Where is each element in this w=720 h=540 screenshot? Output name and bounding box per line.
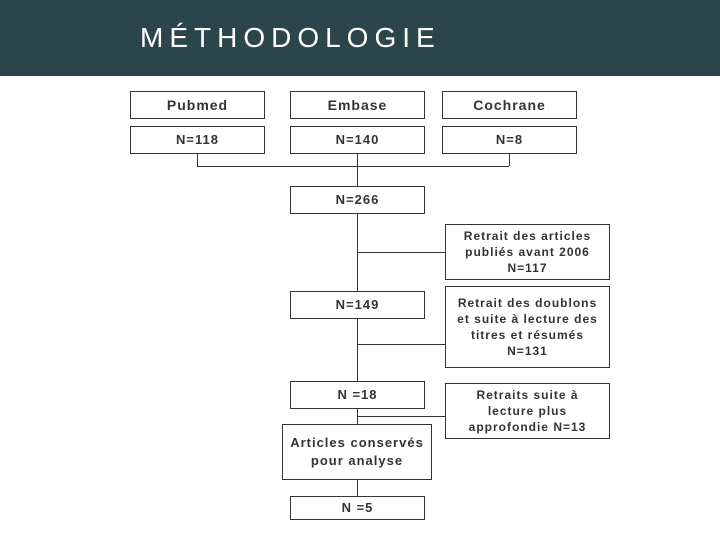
connector-line <box>509 154 510 166</box>
flow-node-side3: Retraits suite à lecture plus approfondi… <box>445 383 610 439</box>
flow-node-cochrane: Cochrane <box>442 91 577 119</box>
connector-line <box>357 480 358 496</box>
flow-node-n149: N=149 <box>290 291 425 319</box>
flow-node-n2: N=140 <box>290 126 425 154</box>
connector-line <box>357 344 445 345</box>
connector-line <box>357 154 358 186</box>
flow-node-n1: N=118 <box>130 126 265 154</box>
flowchart: Pubmed Embase Cochrane N=118 N=140 N=8 N=266 Re… <box>0 76 720 536</box>
connector-line <box>197 166 509 167</box>
flow-node-side2: Retrait des doublons et suite à lecture … <box>445 286 610 368</box>
flow-node-n266: N=266 <box>290 186 425 214</box>
flow-node-n3: N=8 <box>442 126 577 154</box>
flow-node-n18: N =18 <box>290 381 425 409</box>
connector-line <box>197 154 198 166</box>
flow-node-n5: N =5 <box>290 496 425 520</box>
connector-line <box>357 416 445 417</box>
connector-line <box>357 252 445 253</box>
flow-node-pubmed: Pubmed <box>130 91 265 119</box>
connector-line <box>357 319 358 381</box>
page-title: MÉTHODOLOGIE <box>0 0 720 76</box>
flow-node-side1: Retrait des articles publiés avant 2006 … <box>445 224 610 280</box>
flow-node-art: Articles conservés pour analyse <box>282 424 432 480</box>
flow-node-embase: Embase <box>290 91 425 119</box>
